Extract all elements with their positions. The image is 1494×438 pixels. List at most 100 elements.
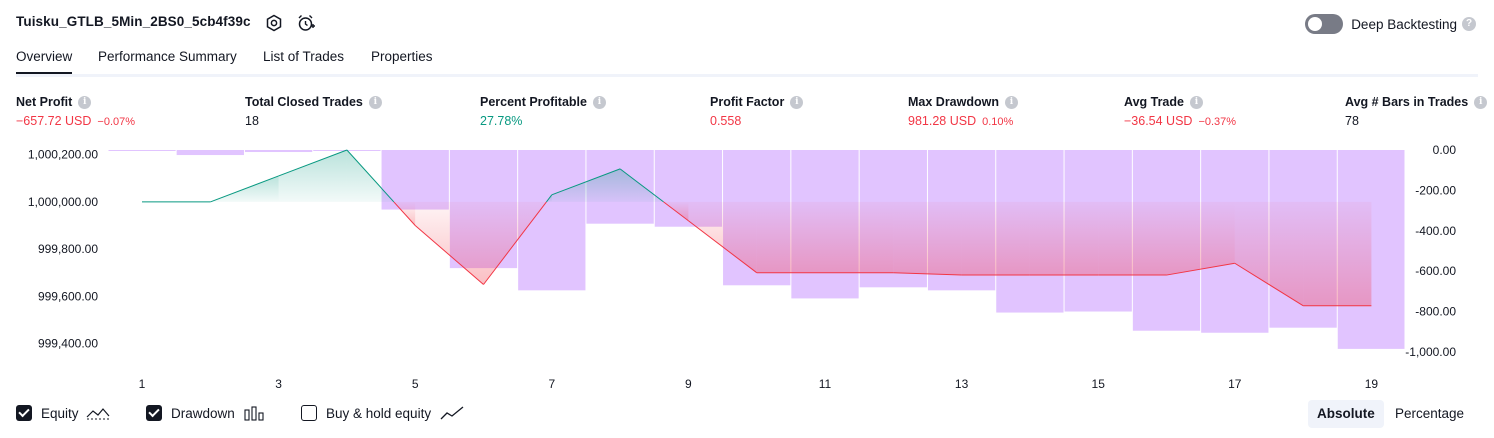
tab-performance-summary[interactable]: Performance Summary [98, 49, 237, 64]
metric-value: 78 [1345, 114, 1359, 128]
equity-area [1166, 201, 1235, 276]
legend-label: Drawdown [171, 405, 235, 421]
absolute-button[interactable]: Absolute [1308, 400, 1384, 428]
settings-icon[interactable] [264, 13, 284, 33]
tab-properties[interactable]: Properties [371, 49, 433, 64]
deep-backtesting-control: Deep Backtesting ? [1305, 13, 1476, 35]
drawdown-bar [108, 150, 176, 151]
deep-backtesting-label: Deep Backtesting [1351, 16, 1457, 32]
equity-line-segment [619, 168, 664, 203]
legend-buy-hold[interactable]: Buy & hold equity [301, 402, 465, 424]
equity-line-segment [893, 272, 962, 276]
drawdown-bar [176, 150, 244, 156]
drawdown-bars-icon [244, 406, 264, 421]
equity-line-segment [663, 201, 689, 222]
equity-area [825, 201, 894, 273]
left-axis-tick-label: 999,800.00 [38, 242, 98, 256]
equity-area [1029, 201, 1099, 276]
info-icon[interactable]: i [368, 95, 382, 109]
buy-hold-line-icon [440, 406, 464, 420]
metric-net-profit: Net Profit i −657.72 USD −0.07% [16, 94, 135, 128]
x-axis-tick-label: 11 [819, 377, 832, 391]
info-icon[interactable]: i [78, 95, 92, 109]
right-axis-tick-label: -600.00 [1415, 264, 1456, 278]
metric-sub-value: 0.10% [982, 116, 1014, 128]
equity-area [1234, 201, 1304, 306]
metric-value: −657.72 USD [16, 114, 92, 128]
metric-value: 18 [245, 114, 259, 128]
tab-bar: Overview Performance Summary List of Tra… [16, 46, 1478, 77]
equity-area [415, 201, 484, 285]
percentage-button[interactable]: Percentage [1395, 406, 1465, 421]
metric-label: Avg # Bars in Trades [1345, 95, 1469, 109]
equity-area [756, 201, 825, 273]
equity-area [893, 201, 962, 276]
legend-drawdown[interactable]: Drawdown [146, 402, 267, 424]
x-axis-tick-label: 17 [1228, 377, 1242, 391]
metric-value: 981.28 USD [908, 114, 977, 128]
right-axis-tick-label: -400.00 [1415, 224, 1456, 238]
metric-profit-factor: Profit Factor i 0.558 [710, 94, 804, 128]
drawdown-checkbox[interactable] [146, 405, 162, 421]
x-axis-tick-label: 19 [1365, 377, 1379, 391]
metric-avg-bars: Avg # Bars in Trades i 78 [1345, 94, 1488, 128]
deep-backtesting-toggle[interactable] [1305, 14, 1344, 34]
metric-avg-trade: Avg Trade i −36.54 USD −0.37% [1124, 94, 1236, 128]
metric-value: 27.78% [480, 114, 523, 128]
metric-max-drawdown: Max Drawdown i 981.28 USD 0.10% [908, 94, 1018, 128]
info-icon[interactable]: i [1474, 95, 1488, 109]
equity-area [551, 168, 621, 202]
left-axis-tick-label: 1,000,000.00 [28, 195, 98, 209]
metric-sub-value: −0.37% [1198, 116, 1237, 128]
metric-label: Profit Factor [710, 95, 785, 109]
legend-equity[interactable]: Equity [16, 402, 111, 424]
metric-sub-value: −0.07% [97, 116, 136, 128]
equity-area [961, 201, 1030, 276]
equity-area [688, 201, 757, 273]
right-axis-tick-label: -800.00 [1415, 305, 1456, 319]
equity-area [278, 150, 347, 202]
metric-label: Total Closed Trades [245, 95, 363, 109]
right-axis-tick-label: -200.00 [1415, 183, 1456, 197]
info-icon[interactable]: i [1189, 95, 1203, 109]
strategy-title: Tuisku_GTLB_5Min_2BS0_5cb4f39c [16, 14, 251, 29]
drawdown-bar [381, 150, 449, 210]
legend-label: Buy & hold equity [326, 405, 432, 421]
alert-add-icon[interactable] [296, 13, 316, 33]
equity-area [1098, 201, 1167, 276]
legend-label: Equity [41, 405, 79, 421]
x-axis-tick-label: 1 [139, 377, 146, 391]
buy-hold-checkbox[interactable] [301, 405, 317, 421]
metric-label: Percent Profitable [480, 95, 587, 109]
metric-value: −36.54 USD [1124, 114, 1193, 128]
x-axis-tick-label: 5 [412, 377, 419, 391]
metric-percent-profitable: Percent Profitable i 27.78% [480, 94, 606, 128]
help-icon[interactable]: ? [1462, 17, 1476, 31]
x-axis-tick-label: 9 [685, 377, 692, 391]
info-icon[interactable]: i [592, 95, 606, 109]
left-axis-tick-label: 999,400.00 [38, 336, 98, 350]
drawdown-bar [244, 150, 313, 153]
info-icon[interactable]: i [790, 95, 804, 109]
x-axis-tick-label: 13 [955, 377, 969, 391]
equity-line-segment [414, 225, 484, 285]
right-axis-tick-label: -1,000.00 [1405, 345, 1456, 359]
equity-checkbox[interactable] [16, 405, 32, 421]
x-axis-tick-label: 7 [548, 377, 555, 391]
metric-value: 0.558 [710, 114, 742, 128]
equity-line-segment [551, 168, 621, 196]
equity-line-segment [346, 149, 395, 203]
tab-list-of-trades[interactable]: List of Trades [263, 49, 345, 64]
equity-line-segment [278, 149, 348, 177]
x-axis-tick-label: 15 [1092, 377, 1106, 391]
tab-overview[interactable]: Overview [16, 49, 73, 74]
equity-area [1303, 201, 1372, 306]
equity-line-segment [210, 175, 279, 203]
equity-line-icon [86, 408, 109, 420]
left-axis-tick-label: 1,000,200.00 [28, 148, 98, 162]
equity-line-segment [1166, 262, 1235, 276]
equity-line-segment [483, 201, 547, 285]
equity-drawdown-chart[interactable]: 1,000,200.00 1,000,000.00 999,800.00 999,60… [0, 0, 1494, 400]
equity-line-segment [1234, 262, 1304, 307]
info-icon[interactable]: i [1005, 95, 1018, 109]
